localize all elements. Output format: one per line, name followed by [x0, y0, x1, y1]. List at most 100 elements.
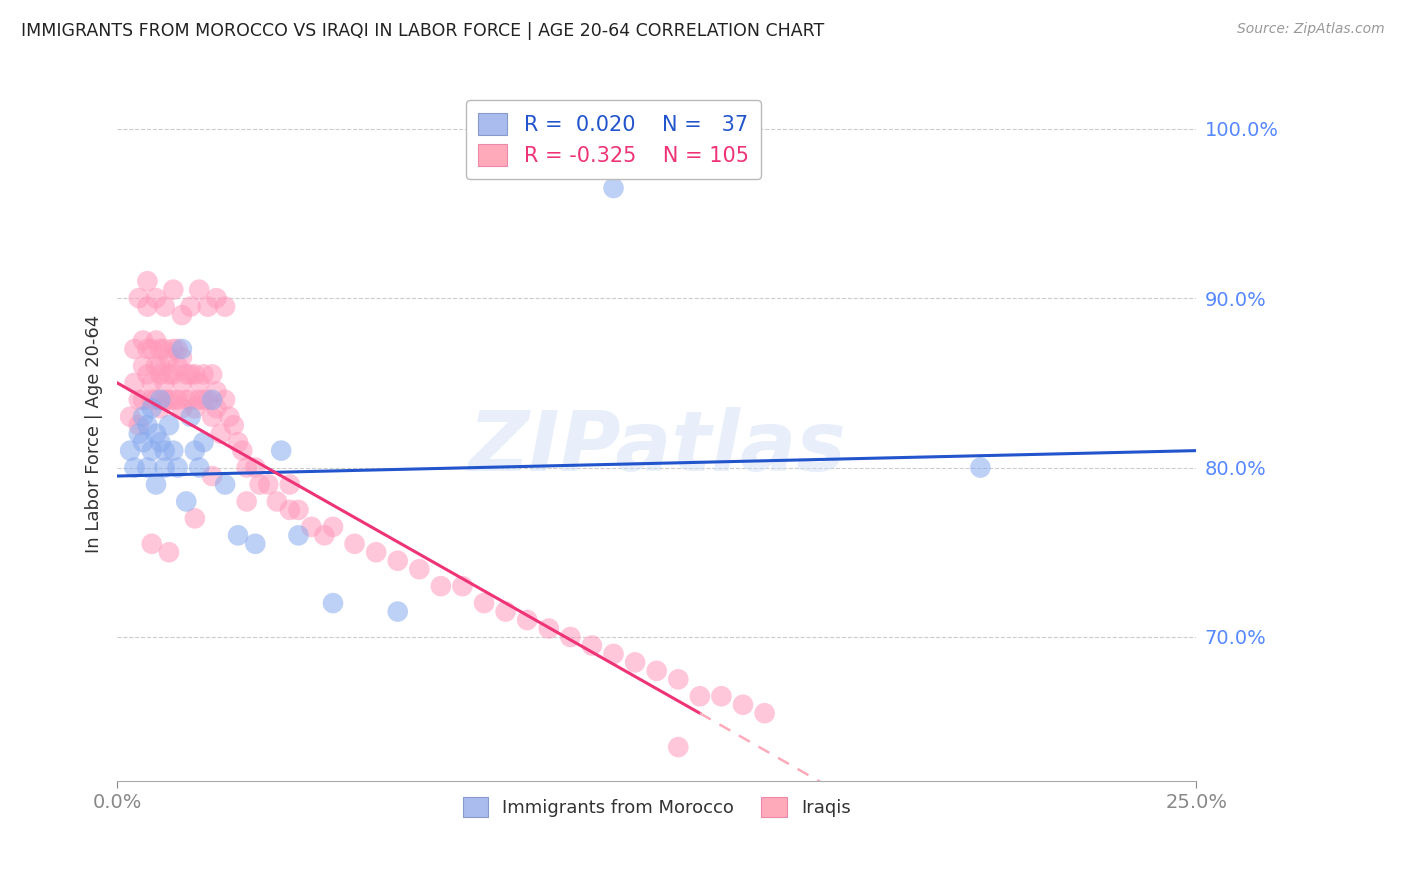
Point [408, 562, 430, 576]
Point [560, 630, 582, 644]
Point [149, 342, 172, 356]
Point [153, 460, 176, 475]
Point [624, 656, 647, 670]
Point [145, 359, 167, 373]
Point [516, 613, 538, 627]
Point [170, 308, 193, 322]
Point [472, 596, 495, 610]
Point [602, 647, 624, 661]
Point [174, 392, 197, 407]
Point [666, 740, 689, 755]
Point [222, 418, 245, 433]
Point [249, 477, 271, 491]
Point [451, 579, 474, 593]
Point [141, 401, 163, 416]
Point [162, 368, 184, 382]
Point [231, 443, 253, 458]
Point [136, 368, 159, 382]
Point [124, 376, 146, 390]
Point [226, 435, 249, 450]
Point [174, 494, 197, 508]
Point [132, 334, 155, 348]
Point [145, 291, 167, 305]
Y-axis label: In Labor Force | Age 20-64: In Labor Force | Age 20-64 [86, 315, 103, 553]
Point [495, 605, 517, 619]
Point [120, 409, 142, 424]
Point [149, 435, 172, 450]
Point [170, 401, 193, 416]
Point [157, 351, 180, 365]
Point [141, 342, 163, 356]
Point [149, 368, 172, 382]
Point [188, 392, 211, 407]
Point [188, 376, 211, 390]
Point [193, 392, 215, 407]
Point [201, 368, 224, 382]
Point [666, 673, 689, 687]
Point [153, 300, 176, 314]
Point [645, 664, 668, 678]
Point [136, 274, 159, 288]
Point [128, 418, 150, 433]
Point [689, 690, 711, 704]
Point [287, 503, 309, 517]
Point [226, 528, 249, 542]
Point [184, 368, 207, 382]
Point [343, 537, 366, 551]
Point [162, 283, 184, 297]
Point [170, 351, 193, 365]
Point [710, 690, 733, 704]
Point [387, 605, 409, 619]
Point [245, 460, 267, 475]
Point [141, 443, 163, 458]
Point [136, 460, 159, 475]
Point [157, 418, 180, 433]
Point [197, 392, 219, 407]
Point [132, 409, 155, 424]
Point [201, 392, 224, 407]
Point [193, 435, 215, 450]
Point [149, 392, 172, 407]
Point [141, 537, 163, 551]
Point [124, 460, 146, 475]
Point [170, 342, 193, 356]
Point [145, 426, 167, 441]
Point [387, 554, 409, 568]
Point [124, 342, 146, 356]
Point [149, 401, 172, 416]
Point [322, 596, 344, 610]
Point [153, 376, 176, 390]
Point [153, 392, 176, 407]
Point [166, 392, 188, 407]
Point [166, 460, 188, 475]
Point [205, 384, 228, 399]
Point [602, 181, 624, 195]
Point [245, 537, 267, 551]
Point [188, 283, 211, 297]
Point [180, 392, 202, 407]
Point [162, 342, 184, 356]
Point [145, 392, 167, 407]
Point [128, 392, 150, 407]
Point [205, 291, 228, 305]
Point [166, 359, 188, 373]
Point [157, 392, 180, 407]
Point [132, 392, 155, 407]
Point [180, 409, 202, 424]
Point [197, 300, 219, 314]
Point [278, 503, 301, 517]
Point [235, 460, 257, 475]
Point [174, 368, 197, 382]
Point [366, 545, 388, 559]
Point [314, 528, 336, 542]
Point [188, 460, 211, 475]
Point [145, 477, 167, 491]
Point [969, 460, 991, 475]
Point [128, 291, 150, 305]
Point [214, 300, 236, 314]
Legend: Immigrants from Morocco, Iraqis: Immigrants from Morocco, Iraqis [456, 789, 858, 824]
Point [153, 342, 176, 356]
Text: IMMIGRANTS FROM MOROCCO VS IRAQI IN LABOR FORCE | AGE 20-64 CORRELATION CHART: IMMIGRANTS FROM MOROCCO VS IRAQI IN LABO… [21, 22, 824, 40]
Point [235, 494, 257, 508]
Text: Source: ZipAtlas.com: Source: ZipAtlas.com [1237, 22, 1385, 37]
